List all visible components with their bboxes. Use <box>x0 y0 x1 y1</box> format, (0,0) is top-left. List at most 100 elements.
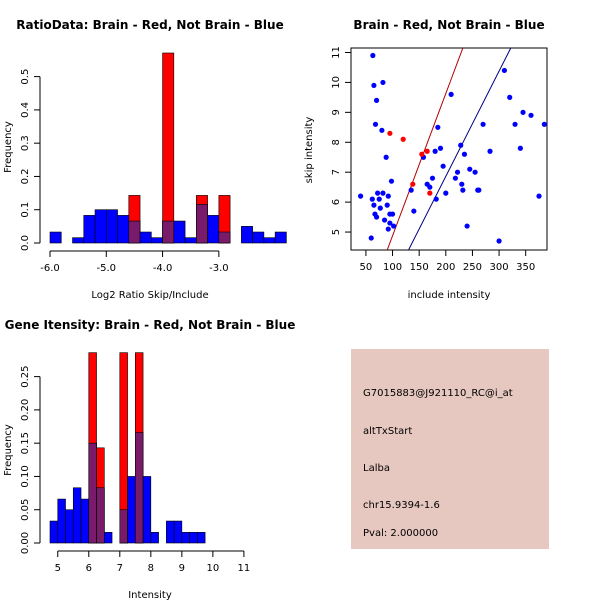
x-tick-label: 300 <box>490 262 509 273</box>
blue-point <box>480 121 486 127</box>
blue-point <box>461 151 468 157</box>
blue-point <box>388 178 395 184</box>
blue-point <box>454 169 461 175</box>
scatter-plot-frame <box>350 47 548 251</box>
blue-point <box>517 145 523 151</box>
y-tick-label: 5 <box>331 229 342 235</box>
y-tick-label: 0.20 <box>20 399 31 421</box>
overlap-bar <box>196 204 208 244</box>
blue-point <box>371 202 377 208</box>
x-tick-label: 11 <box>238 563 251 574</box>
blue-bar <box>65 509 74 544</box>
blue-bar <box>150 532 159 544</box>
x-tick-label: 50 <box>360 262 373 273</box>
blue-point <box>373 97 380 103</box>
gene-histogram-axes: 0.00 0.05 0.10 0.15 0.20 0.25 5 6 7 8 9 10 11 <box>20 365 250 574</box>
intensity-scatter-panel: Brain - Red, Not Brain - Blue include in… <box>304 18 548 301</box>
ratio-histogram-title: RatioData: Brain - Red, Not Brain - Blue <box>16 18 283 32</box>
ratio-histogram-xlabel: Log2 Ratio Skip/Include <box>91 290 208 301</box>
y-tick-label: 9 <box>331 109 342 115</box>
blue-point <box>391 223 397 229</box>
x-tick-label: 8 <box>148 563 154 574</box>
y-tick-label: 0.25 <box>20 365 31 387</box>
x-tick-label: -5.0 <box>97 263 117 274</box>
blue-point <box>377 205 383 211</box>
blue-bar <box>241 226 253 244</box>
red-point <box>419 151 425 157</box>
blue-bar <box>49 231 62 244</box>
blue-point <box>429 175 436 181</box>
red-point <box>424 148 430 154</box>
overlap-bar <box>135 432 144 544</box>
x-tick-label: 350 <box>516 262 535 273</box>
overlap-bar <box>128 220 141 244</box>
ratio-histogram-axes: 0.0 0.1 0.2 0.3 0.4 0.5 -6.0 -5.0 -4.0 -3.0 <box>20 69 229 274</box>
blue-point <box>520 109 526 115</box>
y-tick-label: 11 <box>331 46 342 59</box>
blue-point <box>387 220 393 226</box>
x-tick-label: 100 <box>383 262 402 273</box>
gene-name: Lalba <box>363 463 390 474</box>
blue-point <box>512 121 518 127</box>
blue-point <box>437 145 444 151</box>
blue-point <box>443 190 449 196</box>
y-tick-label: 0.10 <box>20 465 31 487</box>
blue-bar <box>103 532 113 544</box>
blue-point <box>496 238 502 244</box>
scatter-ylabel: skip intensity <box>304 117 315 184</box>
blue-point <box>371 82 377 89</box>
y-tick-label: 0.1 <box>20 202 31 218</box>
blue-bar <box>252 231 265 244</box>
blue-point <box>536 193 542 199</box>
gene-histogram-title: Gene Itensity: Brain - Red, Not Brain - … <box>5 318 296 332</box>
red-fit-line <box>386 48 464 250</box>
red-bar <box>162 52 175 244</box>
overlap-bar <box>162 220 175 244</box>
blue-point <box>376 196 382 202</box>
blue-bar <box>49 520 59 544</box>
y-tick-label: 0.3 <box>20 135 31 151</box>
blue-bar <box>72 237 85 244</box>
blue-point <box>464 223 470 229</box>
scatter-fit-lines <box>386 48 512 250</box>
blue-bar <box>274 231 287 244</box>
blue-point <box>383 154 389 160</box>
red-point <box>410 181 416 187</box>
blue-point <box>369 196 375 202</box>
y-tick-label: 0.5 <box>20 69 31 85</box>
overlap-bar <box>119 509 128 544</box>
ratio-histogram-panel: RatioData: Brain - Red, Not Brain - Blue… <box>3 18 287 301</box>
scatter-frame <box>350 47 548 251</box>
blue-point <box>379 127 385 133</box>
overlap-bar <box>96 487 105 544</box>
blue-point <box>357 193 364 199</box>
blue-bar <box>127 476 136 544</box>
x-tick-label: 10 <box>207 563 220 574</box>
blue-point <box>452 175 458 181</box>
blue-bar <box>72 487 82 544</box>
blue-point <box>432 148 438 154</box>
blue-bar <box>139 231 152 244</box>
x-tick-label: -4.0 <box>153 263 173 274</box>
y-tick-label: 0.15 <box>20 432 31 454</box>
blue-point <box>380 190 386 196</box>
blue-point <box>472 169 478 175</box>
y-tick-label: 6 <box>331 199 342 205</box>
blue-bar <box>184 237 197 244</box>
blue-point <box>380 79 386 86</box>
blue-point <box>372 121 379 127</box>
x-tick-label: 7 <box>117 563 123 574</box>
blue-point <box>460 187 466 193</box>
x-tick-label: 9 <box>179 563 185 574</box>
blue-point <box>448 91 454 97</box>
gene-histogram-bars <box>49 352 206 544</box>
blue-point <box>408 187 414 193</box>
blue-bar <box>105 209 118 244</box>
blue-point <box>385 193 391 199</box>
x-tick-label: -6.0 <box>40 263 60 274</box>
blue-point <box>501 67 507 74</box>
blue-bar <box>189 532 198 544</box>
blue-point <box>384 202 390 208</box>
blue-fit-line <box>408 48 512 250</box>
blue-point <box>370 52 376 59</box>
